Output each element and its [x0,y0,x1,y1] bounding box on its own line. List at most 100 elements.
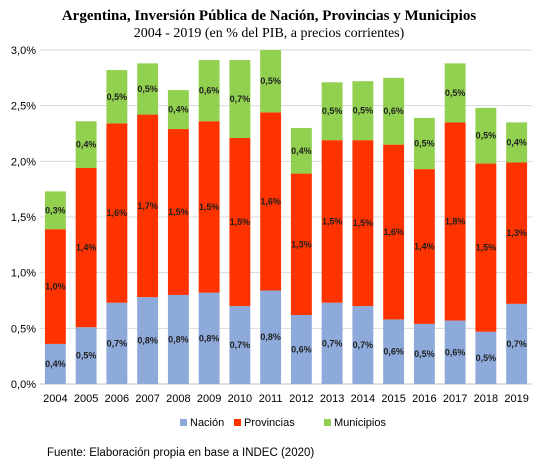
x-tick-label: 2014 [351,393,375,405]
data-label: 1,3% [291,239,312,249]
bar-segment-municipios [506,122,528,163]
x-tick-label: 2018 [474,393,498,405]
bar-segment-municipios [321,82,343,141]
bar-segment-nacin [137,297,159,384]
x-tick-label: 2017 [443,393,467,405]
bar-segment-nacin [383,319,405,384]
data-label: 1,0% [45,282,66,292]
bar-segment-provincias [198,121,220,293]
bar-segment-nacin [44,343,66,384]
legend-label: Provincias [244,417,295,429]
data-label: 0,7% [230,340,251,350]
data-label: 1,5% [199,202,220,212]
bar-segment-nacin [75,327,97,384]
data-label: 0,7% [230,94,251,104]
y-tick-label: 0,5% [11,323,36,335]
data-label: 0,7% [353,340,374,350]
data-label: 0,5% [322,106,343,116]
data-label: 0,6% [383,106,404,116]
bars [44,50,528,384]
bar-segment-nacin [352,306,374,384]
bar-segment-provincias [506,162,528,304]
y-tick-label: 2,0% [11,156,36,168]
x-tick-label: 2009 [197,393,221,405]
data-label: 0,8% [260,332,281,342]
data-label: 0,4% [291,146,312,156]
data-label: 1,6% [383,227,404,237]
bar-segment-municipios [413,117,435,170]
bar-segment-provincias [352,140,374,307]
data-label: 0,8% [168,334,189,344]
bar-segment-municipios [75,121,97,169]
data-label: 1,5% [322,216,343,226]
data-label: 1,5% [476,243,497,253]
x-tick-label: 2013 [320,393,344,405]
axes: 0,0% 0,5% 1,0% 1,5% 2,0% 2,5% 3,0% 2004 2005 2006… [11,45,529,405]
bar-segment-provincias [260,112,282,291]
data-label: 0,5% [107,92,128,102]
bar-segment-nacin [444,320,466,384]
data-label: 0,5% [260,76,281,86]
data-label: 0,5% [476,353,497,363]
data-label: 0,5% [476,131,497,141]
data-label: 1,7% [137,201,158,211]
data-label: 0,8% [199,333,220,343]
bar-segment-nacin [413,323,435,384]
data-label: 1,5% [168,207,189,217]
y-tick-label: 2,5% [11,101,36,113]
bar-segment-provincias [137,114,159,298]
bar-segment-municipios [290,127,312,174]
bar-segment-nacin [290,314,312,384]
x-tick-label: 2010 [228,393,252,405]
data-label: 1,5% [353,218,374,228]
data-label: 0,4% [168,105,189,115]
x-tick-label: 2019 [504,393,528,405]
data-label: 1,5% [230,217,251,227]
data-label: 0,7% [322,338,343,348]
bar-segment-municipios [167,90,189,130]
x-tick-label: 2004 [43,393,67,405]
data-label: 0,8% [137,336,158,346]
y-tick-label: 1,5% [11,212,36,224]
data-label: 0,5% [353,106,374,116]
legend-label: Municipios [334,417,386,429]
bar-segment-municipios [198,60,220,122]
y-tick-label: 3,0% [11,45,36,57]
data-label: 0,7% [107,338,128,348]
bar-segment-municipios [44,191,66,230]
bar-segment-nacin [229,306,251,384]
source-note: Fuente: Elaboración propia en base a IND… [47,447,315,459]
legend-label: Nación [190,417,224,429]
x-tick-label: 2011 [259,393,283,405]
legend-swatch [234,419,241,426]
data-label: 0,6% [383,347,404,357]
bar-segment-nacin [167,294,189,384]
bar-segment-nacin [506,303,528,384]
bar-segment-provincias [44,229,66,344]
data-label: 0,5% [137,84,158,94]
data-label: 0,4% [45,359,66,369]
x-tick-label: 2008 [166,393,190,405]
data-label: 0,4% [76,140,97,150]
data-label: 0,5% [414,139,435,149]
data-label: 1,6% [260,196,281,206]
stacked-bar-chart: Argentina, Inversión Pública de Nación, … [11,8,532,429]
legend-swatch [324,419,331,426]
bar-segment-municipios [137,63,159,115]
bar-segment-municipios [444,63,466,123]
data-label: 1,3% [506,228,527,238]
bar-segment-nacin [260,290,282,384]
data-label: 0,5% [76,351,97,361]
bar-segment-municipios [260,50,282,113]
bar-segment-municipios [475,107,497,164]
x-tick-label: 2015 [381,393,405,405]
data-label: 0,5% [414,349,435,359]
bar-segment-municipios [106,70,128,124]
x-tick-label: 2005 [74,393,98,405]
bar-segment-nacin [475,331,497,384]
bar-segment-nacin [106,302,128,384]
bar-segment-provincias [413,169,435,324]
legend-swatch [180,419,187,426]
data-label: 0,6% [199,86,220,96]
data-label: 0,7% [506,339,527,349]
